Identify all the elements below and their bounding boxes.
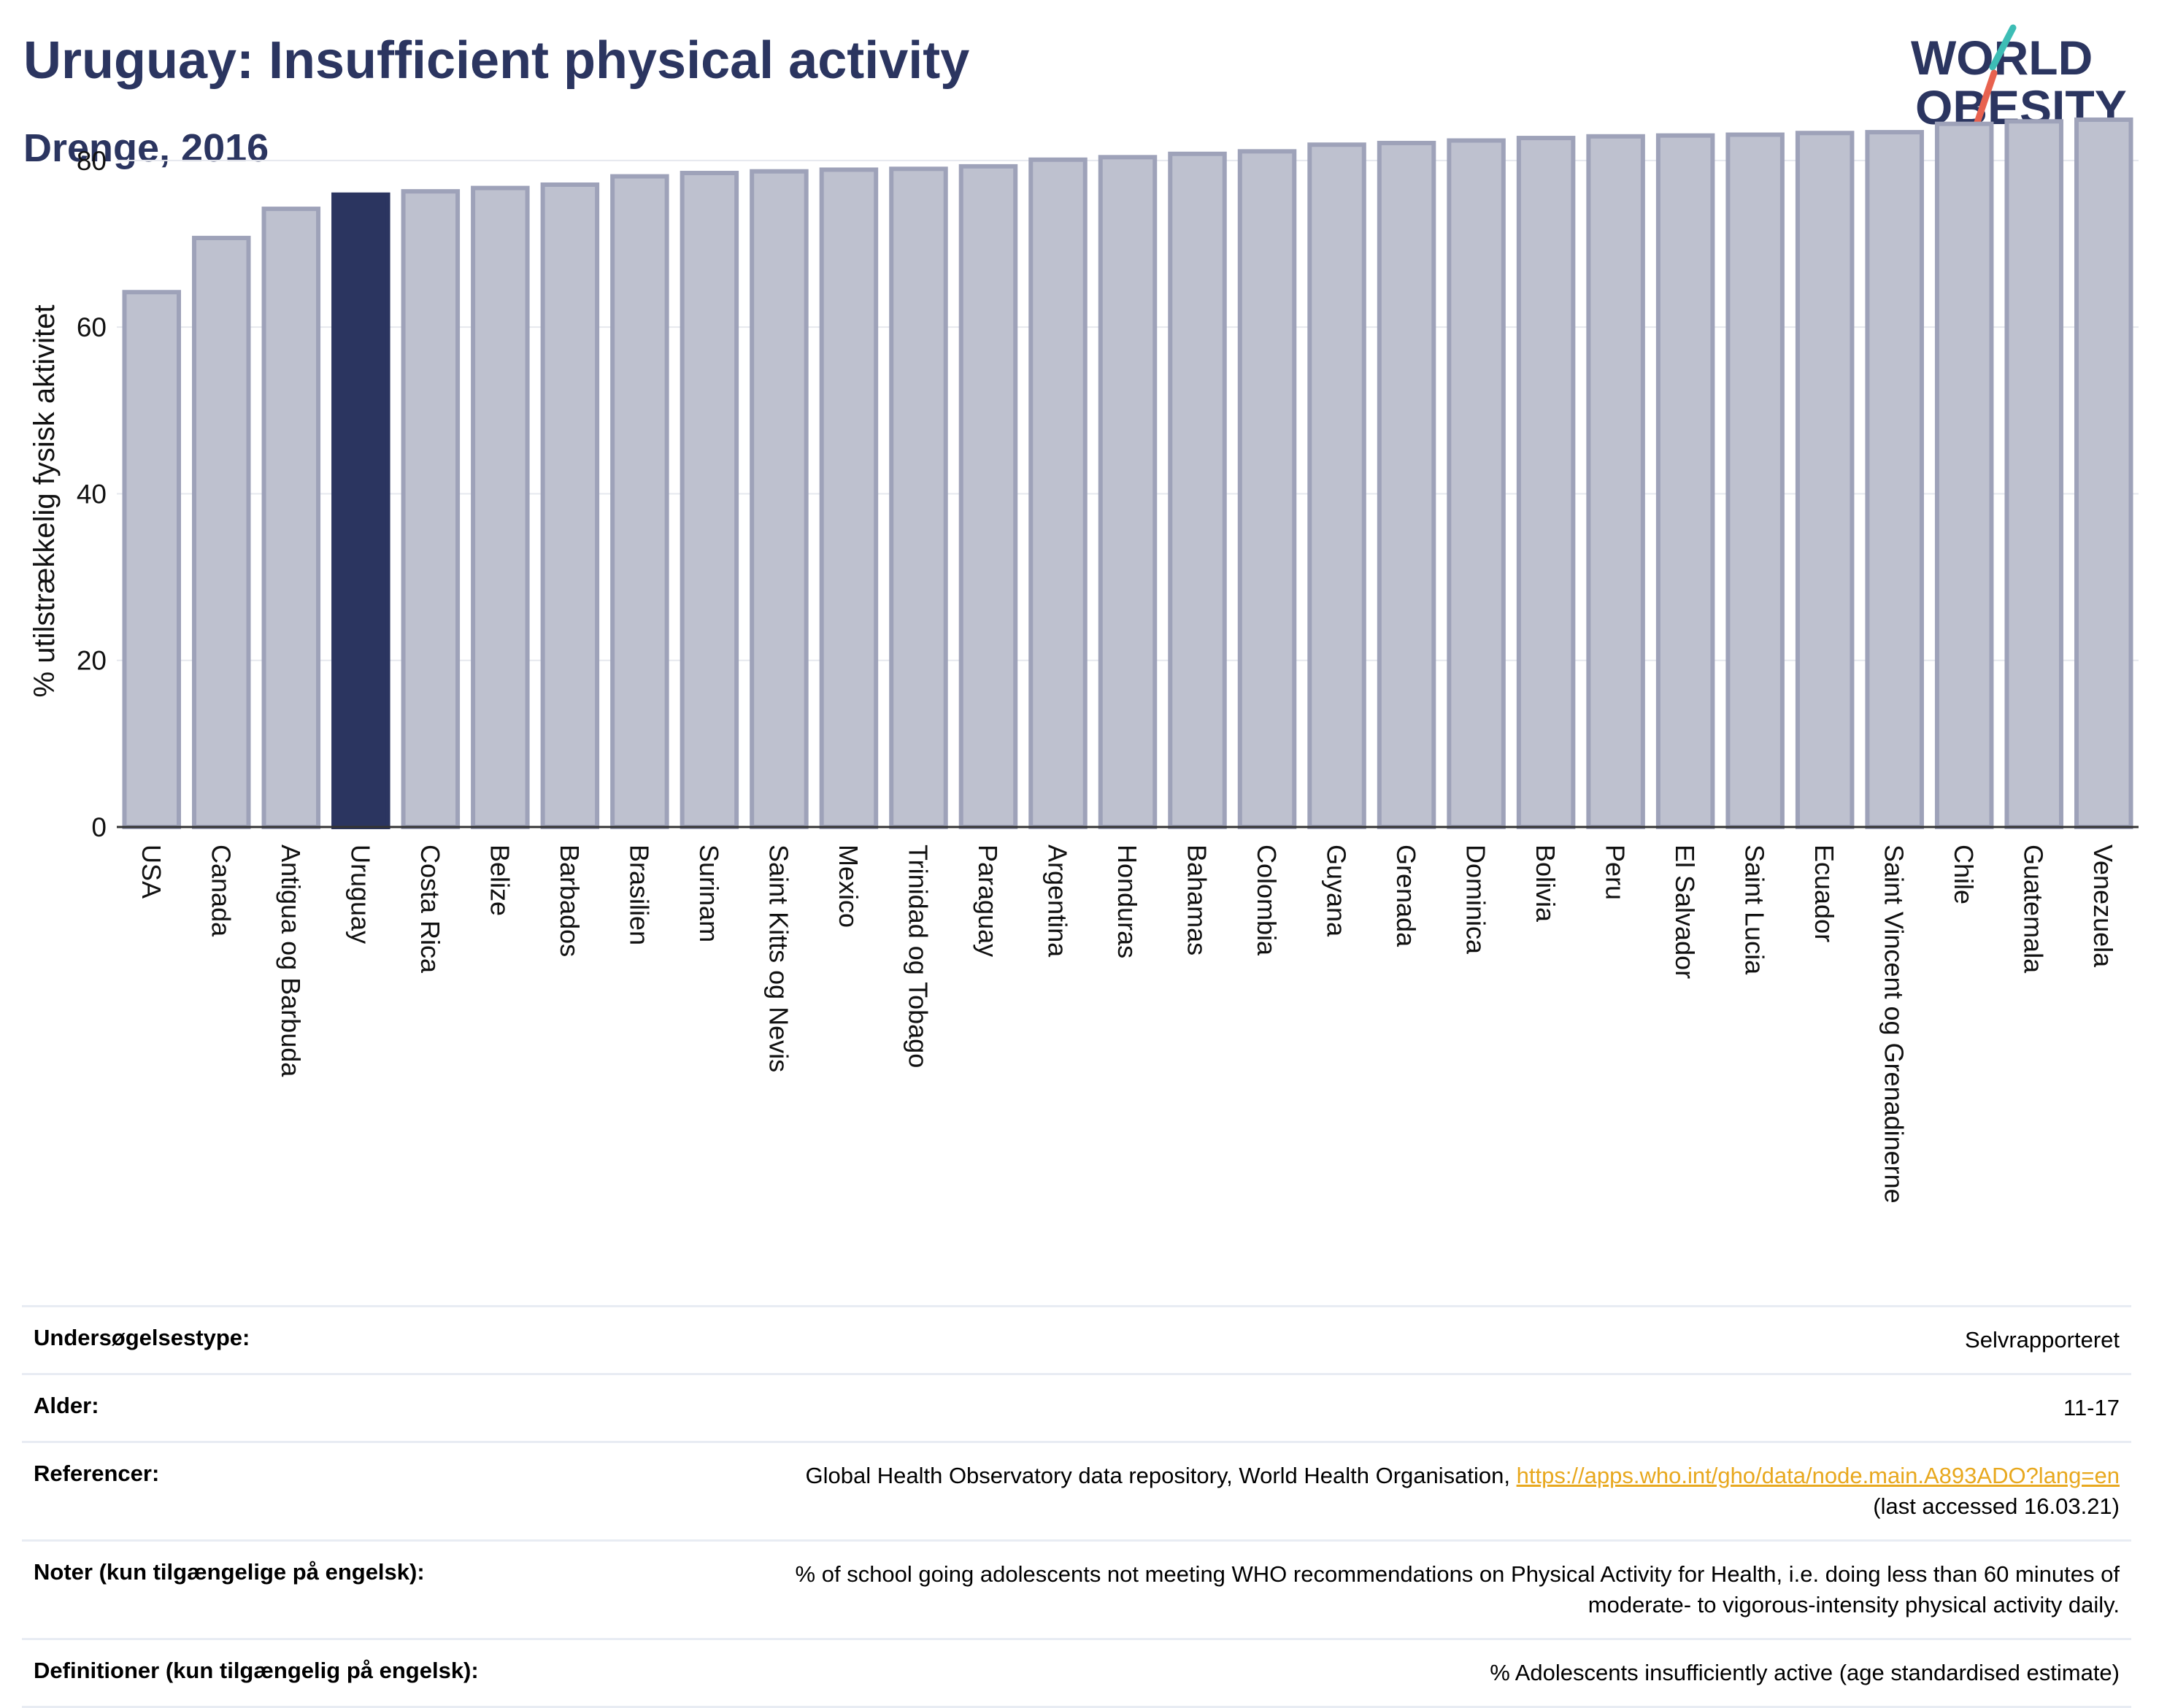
y-tick-label: 80 xyxy=(77,146,107,176)
bar xyxy=(1655,133,1715,830)
x-tick-label: Colombia xyxy=(1252,845,1282,956)
x-tick-label: Paraguay xyxy=(973,845,1003,957)
x-tick-label: Mexico xyxy=(834,845,863,928)
bar-highlighted xyxy=(331,192,390,829)
bar xyxy=(750,169,809,829)
x-tick-label: Barbados xyxy=(555,845,585,957)
bar xyxy=(680,171,739,830)
info-row-notes: Noter (kun tilgængelige på engelsk): % o… xyxy=(22,1539,2131,1639)
y-tick-label: 60 xyxy=(77,312,107,342)
x-tick-label: Antigua og Barbuda xyxy=(276,845,306,1077)
y-tick-label: 40 xyxy=(77,479,107,509)
bar xyxy=(261,207,321,829)
y-tick-label: 0 xyxy=(91,812,107,842)
logo-line1: WORLD xyxy=(1911,31,2093,85)
x-tick-label: Venezuela xyxy=(2088,845,2118,968)
info-value: Global Health Observatory data repositor… xyxy=(600,1441,2131,1541)
bar xyxy=(958,164,1018,829)
x-tick-label: USA xyxy=(136,845,166,899)
bar xyxy=(1795,131,1855,830)
info-label: Referencer: xyxy=(22,1441,600,1541)
notes-line2: moderate- to vigorous-intensity physical… xyxy=(1588,1592,2120,1617)
info-label: Alder: xyxy=(22,1373,600,1442)
x-tick-label: Uruguay xyxy=(345,845,375,944)
info-row-survey-type: Undersøgelsestype: Selvrapporteret xyxy=(22,1305,2131,1374)
y-tick-label: 20 xyxy=(77,646,107,676)
bar xyxy=(1098,155,1158,829)
reference-link[interactable]: https://apps.who.int/gho/data/node.main.… xyxy=(1516,1463,2120,1488)
reference-text: Global Health Observatory data repositor… xyxy=(805,1463,1510,1488)
bar xyxy=(1865,130,1924,829)
x-tick-label: Surinam xyxy=(694,845,724,942)
info-label: Noter (kun tilgængelige på engelsk): xyxy=(22,1539,600,1639)
bar xyxy=(2074,117,2133,829)
bar xyxy=(540,182,600,829)
bar xyxy=(122,290,182,829)
bar xyxy=(2004,119,2063,830)
bar xyxy=(1028,157,1088,829)
bar xyxy=(1307,142,1366,830)
bar-chart: 0 20 40 60 80 % utilstrækkelig fysisk aktivit… xyxy=(28,117,2139,1204)
bar xyxy=(1516,136,1576,830)
x-tick-label: Peru xyxy=(1601,845,1631,900)
info-value: % of school going adolescents not meetin… xyxy=(600,1539,2131,1639)
chart-subtitle: Drenge, 2016 xyxy=(23,126,269,170)
info-table: Undersøgelsestype: Selvrapporteret Alder… xyxy=(22,1305,2131,1708)
bar xyxy=(192,236,251,830)
x-tick-label: Argentina xyxy=(1042,845,1072,958)
info-value: Selvrapporteret xyxy=(600,1305,2131,1374)
x-tick-label: Belize xyxy=(485,845,515,916)
info-row-age: Alder: 11-17 xyxy=(22,1373,2131,1442)
x-tick-label: Canada xyxy=(206,845,236,937)
bar xyxy=(1168,151,1227,830)
info-row-references: Referencer: Global Health Observatory da… xyxy=(22,1441,2131,1541)
x-tick-label: El Salvador xyxy=(1670,845,1700,979)
bar xyxy=(471,185,530,829)
x-tick-label: Chile xyxy=(1949,845,1979,904)
x-tick-label: Guyana xyxy=(1322,845,1352,937)
x-tick-label: Saint Vincent og Grenadinerne xyxy=(1879,845,1909,1204)
bar xyxy=(1237,149,1297,830)
x-tick-label: Bahamas xyxy=(1182,845,1212,955)
info-label: Definitioner (kun tilgængelig på engelsk… xyxy=(22,1638,600,1708)
x-tick-label: Saint Kitts og Nevis xyxy=(763,845,793,1072)
x-tick-label: Bolivia xyxy=(1531,845,1560,923)
bar xyxy=(1586,134,1645,829)
x-tick-label: Ecuador xyxy=(1809,845,1839,942)
page-title: Uruguay: Insufficient physical activity xyxy=(23,31,970,90)
reference-accessed: (last accessed 16.03.21) xyxy=(1873,1493,2120,1519)
bar xyxy=(1377,140,1436,829)
info-value: 11-17 xyxy=(600,1373,2131,1442)
x-tick-label: Saint Lucia xyxy=(1740,845,1770,975)
x-tick-label: Dominica xyxy=(1461,845,1491,955)
bar xyxy=(1934,121,1994,830)
bar xyxy=(889,166,948,829)
bar xyxy=(1725,132,1785,829)
bar xyxy=(401,189,461,830)
x-tick-label: Costa Rica xyxy=(415,845,445,974)
notes-line1: % of school going adolescents not meetin… xyxy=(795,1561,2120,1587)
logo-slash-teal xyxy=(1989,24,2017,71)
x-tick-label: Trinidad og Tobago xyxy=(903,845,933,1068)
info-label: Undersøgelsestype: xyxy=(22,1305,600,1374)
y-axis-title: % utilstrækkelig fysisk aktivitet xyxy=(28,305,61,698)
bar xyxy=(610,174,669,829)
x-tick-label: Guatemala xyxy=(2019,845,2049,974)
bar xyxy=(819,167,879,829)
info-row-definitions: Definitioner (kun tilgængelig på engelsk… xyxy=(22,1638,2131,1708)
bar xyxy=(1447,138,1506,830)
x-tick-label: Honduras xyxy=(1112,845,1142,958)
x-tick-label: Grenada xyxy=(1391,845,1421,947)
info-value: % Adolescents insufficiently active (age… xyxy=(600,1638,2131,1708)
x-tick-label: Brasilien xyxy=(624,845,654,945)
